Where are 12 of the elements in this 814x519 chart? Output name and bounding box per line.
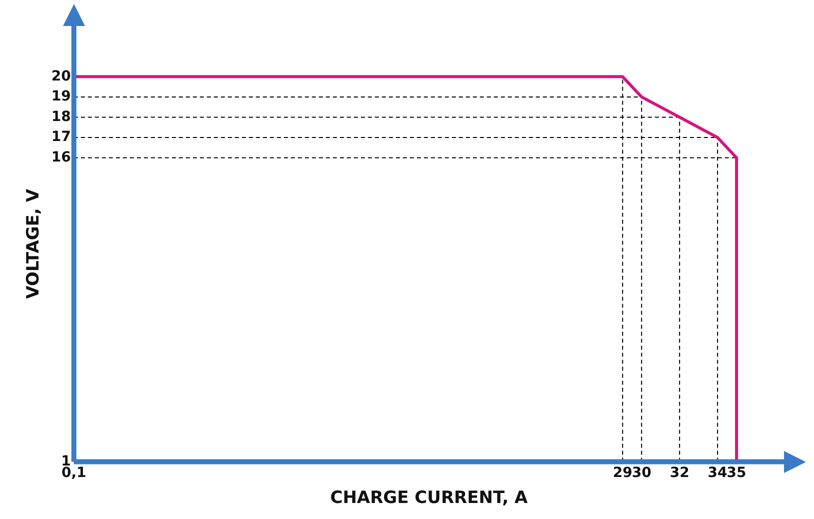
x-axis-title: CHARGE CURRENT, A	[330, 488, 528, 508]
x-tick-label: 30	[632, 464, 652, 481]
y-tick-label: 19	[51, 88, 71, 105]
y-tick-label: 18	[51, 108, 71, 125]
y-tick-label: 16	[51, 149, 71, 166]
x-tick-label: 32	[670, 464, 690, 481]
x-tick-label: 34	[708, 464, 728, 481]
x-tick-label: 29	[612, 464, 632, 481]
y-tick-label: 17	[51, 129, 71, 146]
x-tick-label: 35	[726, 464, 746, 481]
y-axis-title: VOLTAGE, V	[24, 188, 44, 299]
y-tick-label: 20	[51, 68, 72, 84]
